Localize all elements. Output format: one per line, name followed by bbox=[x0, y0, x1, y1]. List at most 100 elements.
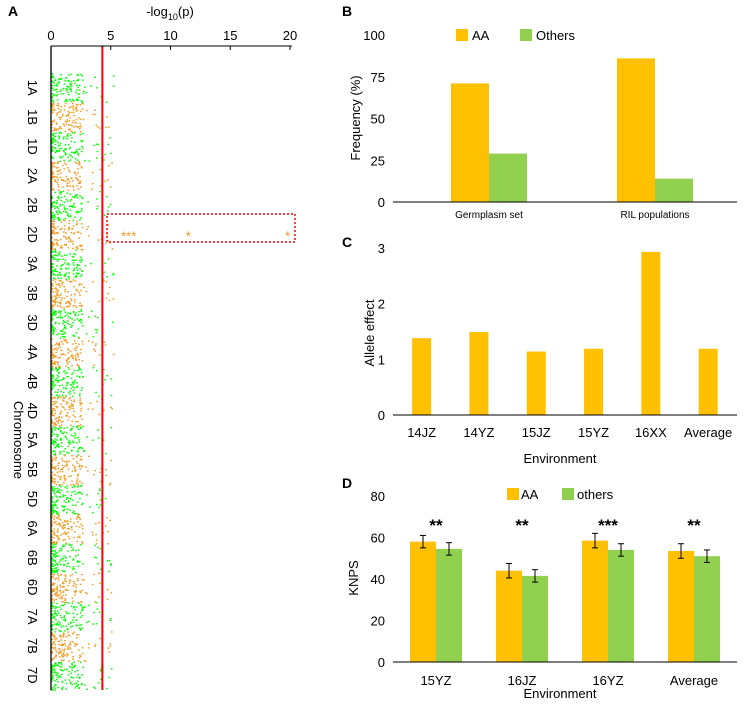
point-1A-90 bbox=[58, 77, 61, 80]
point-1D-79 bbox=[70, 151, 73, 154]
point-2B-83 bbox=[62, 190, 65, 193]
point-6D-73 bbox=[55, 595, 57, 597]
point-2A-65 bbox=[56, 162, 59, 164]
tail-point-5B-13 bbox=[105, 469, 107, 471]
point-7B-81 bbox=[62, 644, 64, 647]
point-2D-40 bbox=[51, 237, 53, 239]
point-1A-44 bbox=[81, 79, 84, 81]
x-label-3: Average bbox=[670, 673, 718, 688]
point-6A-36 bbox=[62, 528, 64, 530]
point-3D-68 bbox=[73, 335, 75, 337]
point-6B-40 bbox=[52, 560, 54, 562]
point-2B-74 bbox=[54, 207, 56, 210]
point-5B-49 bbox=[64, 454, 66, 457]
tail-point-5A-1 bbox=[82, 450, 85, 453]
point-5A-79 bbox=[78, 441, 80, 443]
point-6D-56 bbox=[69, 580, 71, 582]
point-4D-84 bbox=[71, 420, 73, 422]
tail-point-1A-13 bbox=[112, 75, 115, 77]
point-1B-57 bbox=[77, 117, 80, 119]
point-1D-11 bbox=[59, 142, 62, 145]
point-5D-86 bbox=[56, 511, 59, 513]
point-7B-52 bbox=[52, 658, 54, 660]
point-6B-89 bbox=[56, 571, 58, 573]
point-2D-31 bbox=[71, 240, 74, 243]
point-2A-75 bbox=[59, 176, 62, 178]
point-2A-109 bbox=[66, 185, 68, 188]
point-4D-29 bbox=[68, 408, 71, 411]
tail-point-3A-2 bbox=[112, 274, 115, 276]
point-6A-84 bbox=[69, 520, 72, 523]
point-6D-74 bbox=[56, 588, 59, 591]
point-4B-98 bbox=[76, 385, 78, 388]
tail-point-6D-0 bbox=[79, 591, 82, 594]
point-4B-4 bbox=[61, 394, 64, 396]
point-4B-46 bbox=[65, 384, 68, 387]
point-3A-70 bbox=[68, 276, 70, 278]
point-2D-59 bbox=[64, 236, 67, 238]
point-2A-68 bbox=[66, 167, 69, 169]
point-4B-47 bbox=[61, 384, 64, 386]
tail-point-3B-2 bbox=[92, 280, 94, 283]
point-2A-102 bbox=[61, 164, 64, 167]
point-2B-65 bbox=[72, 205, 74, 207]
point-4D-95 bbox=[69, 405, 71, 407]
point-6D-62 bbox=[64, 599, 66, 601]
point-6D-109 bbox=[53, 601, 55, 604]
point-4A-13 bbox=[67, 352, 70, 354]
point-6D-64 bbox=[65, 589, 68, 592]
point-7D-73 bbox=[53, 669, 56, 671]
point-5B-95 bbox=[61, 457, 63, 460]
tail-point-7D-9 bbox=[108, 676, 111, 679]
point-1D-69 bbox=[77, 154, 80, 156]
tail-point-2D-7 bbox=[111, 248, 114, 250]
point-4D-32 bbox=[77, 425, 80, 427]
allele-x-labels: 14JZ 14YZ 15JZ 15YZ 16XX Average bbox=[407, 425, 732, 440]
point-3B-104 bbox=[54, 287, 57, 289]
point-4D-21 bbox=[54, 400, 57, 403]
point-4D-69 bbox=[80, 407, 82, 410]
point-7A-82 bbox=[73, 616, 75, 618]
point-5B-23 bbox=[76, 455, 78, 457]
point-3D-91 bbox=[55, 311, 57, 313]
point-3A-60 bbox=[64, 274, 66, 276]
point-6A-76 bbox=[62, 524, 65, 526]
point-1A-86 bbox=[65, 76, 68, 79]
point-2A-101 bbox=[54, 175, 56, 178]
point-1D-41 bbox=[58, 132, 61, 134]
point-2A-91 bbox=[51, 177, 54, 180]
point-3D-56 bbox=[79, 320, 81, 323]
point-2A-42 bbox=[78, 181, 81, 183]
point-4D-15 bbox=[64, 408, 66, 411]
point-2D-45 bbox=[68, 219, 71, 222]
point-6B-75 bbox=[64, 570, 66, 573]
point-2B-85 bbox=[59, 211, 61, 214]
point-7D-28 bbox=[65, 688, 67, 690]
tail-point-7B-12 bbox=[94, 645, 96, 648]
point-3A-77 bbox=[56, 274, 59, 277]
point-1B-91 bbox=[70, 111, 73, 114]
point-4D-97 bbox=[60, 424, 63, 426]
point-6D-54 bbox=[61, 582, 64, 585]
point-7B-86 bbox=[61, 660, 63, 662]
point-1A-46 bbox=[59, 90, 61, 92]
tail-point-5D-0 bbox=[89, 506, 91, 508]
point-5A-55 bbox=[77, 448, 80, 450]
point-1A-92 bbox=[62, 87, 65, 90]
point-5B-106 bbox=[75, 483, 78, 485]
tail-point-4A-4 bbox=[94, 344, 97, 347]
point-7D-48 bbox=[51, 666, 53, 668]
point-2B-12 bbox=[51, 212, 53, 214]
tail-point-6A-10 bbox=[96, 539, 98, 541]
point-4D-26 bbox=[79, 397, 82, 400]
point-5B-85 bbox=[51, 460, 53, 462]
point-3B-21 bbox=[64, 288, 67, 291]
point-1A-82 bbox=[52, 82, 55, 84]
point-2A-69 bbox=[51, 162, 53, 164]
point-3B-60 bbox=[54, 296, 57, 298]
point-4D-100 bbox=[55, 405, 57, 408]
point-4B-27 bbox=[56, 374, 59, 377]
point-5B-42 bbox=[67, 468, 70, 470]
point-2A-62 bbox=[66, 182, 69, 185]
